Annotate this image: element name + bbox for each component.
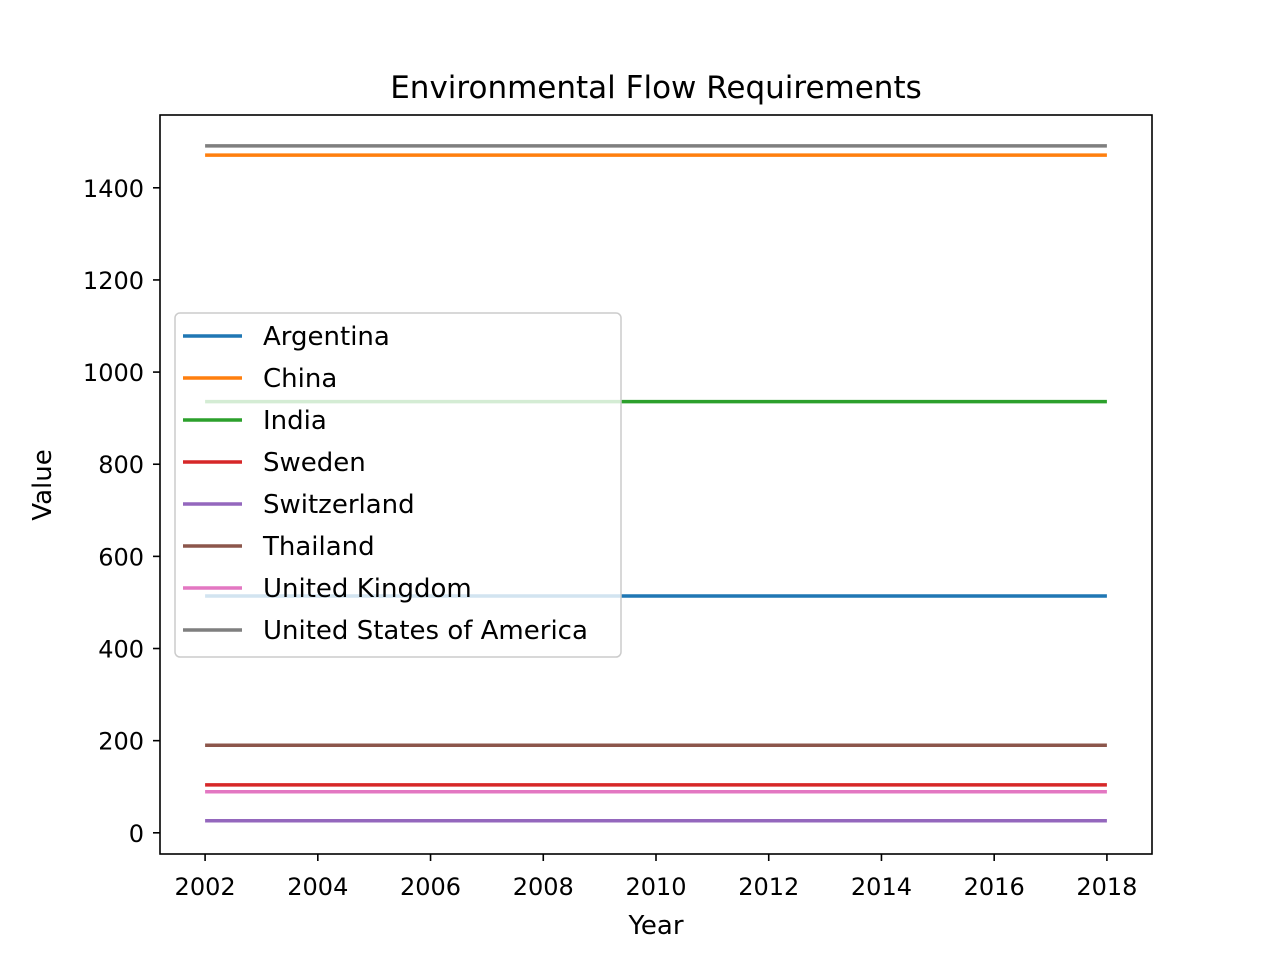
y-axis-label: Value: [28, 449, 58, 520]
y-tick-label: 1200: [83, 267, 144, 295]
y-tick-label: 800: [98, 451, 144, 479]
chart-title: Environmental Flow Requirements: [390, 70, 922, 106]
legend-label-united-states-of-america: United States of America: [263, 616, 588, 646]
y-tick-label: 400: [98, 636, 144, 664]
legend-label-sweden: Sweden: [263, 448, 366, 478]
x-tick-label: 2004: [287, 873, 348, 901]
x-tick-label: 2012: [738, 873, 799, 901]
legend-label-china: China: [263, 364, 337, 394]
legend-label-united-kingdom: United Kingdom: [263, 574, 472, 604]
legend-label-india: India: [263, 406, 327, 436]
x-tick-label: 2018: [1076, 873, 1137, 901]
x-tick-label: 2016: [964, 873, 1025, 901]
x-tick-label: 2006: [400, 873, 461, 901]
x-tick-label: 2010: [625, 873, 686, 901]
x-tick-label: 2014: [851, 873, 912, 901]
legend-label-switzerland: Switzerland: [263, 490, 415, 520]
y-tick-label: 1400: [83, 175, 144, 203]
y-tick-label: 0: [129, 820, 144, 848]
y-tick-label: 200: [98, 728, 144, 756]
legend-items: Argentina China India Sweden Switzerland Thai…: [183, 322, 588, 646]
legend-label-thailand: Thailand: [262, 532, 375, 562]
x-axis-ticks: 2002 2004 2006 2008 2010 2012 2014 2016 2018: [175, 854, 1137, 901]
y-axis-ticks: 0 200 400 600 800 1000 1200 1400: [83, 175, 160, 848]
y-tick-label: 1000: [83, 359, 144, 387]
x-axis-label: Year: [627, 911, 683, 941]
y-tick-label: 600: [98, 543, 144, 571]
legend-label-argentina: Argentina: [263, 322, 390, 352]
x-tick-label: 2002: [175, 873, 236, 901]
x-tick-label: 2008: [513, 873, 574, 901]
legend: Argentina China India Sweden Switzerland Thai…: [174, 312, 622, 658]
legend-box: [174, 312, 622, 658]
